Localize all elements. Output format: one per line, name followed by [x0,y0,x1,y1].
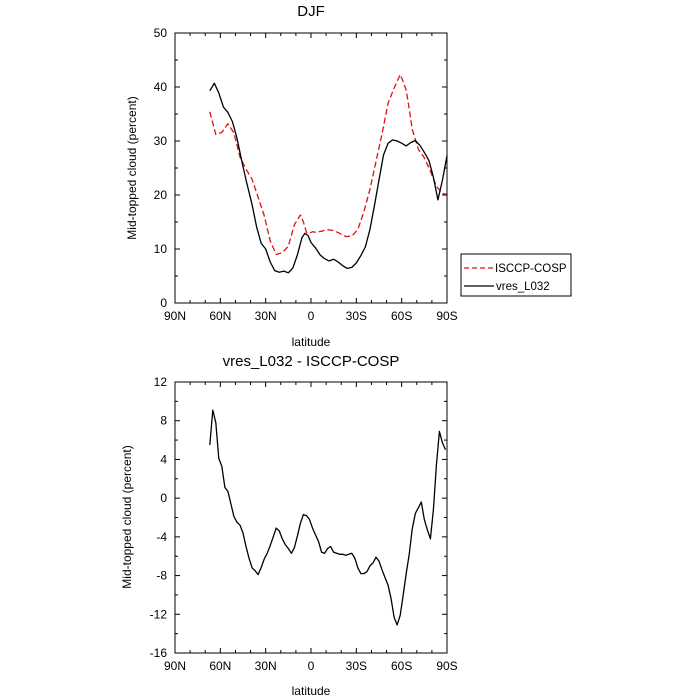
top-x-axis-label: latitude [292,335,331,349]
top-legend: ISCCP-COSP vres_L032 [460,253,572,297]
bottom-series-line-vres-l032-isccp-cosp [209,409,447,626]
top-axis-ticks: 90N 60N 30N 0 30S 60S 90S 0 10 20 30 40 50 [154,26,458,323]
top-x-tick-label: 60N [209,309,231,323]
top-x-tick-label: 30N [255,309,277,323]
top-y-tick-label: 30 [154,134,168,148]
bottom-x-tick-label: 0 [308,659,315,673]
bottom-x-tick-label: 30N [255,659,277,673]
bottom-y-tick-label: -4 [156,530,167,544]
legend-label-isccp-cosp: ISCCP-COSP [495,263,567,275]
legend-frame [460,253,572,297]
bottom-x-tick-label: 60S [391,659,412,673]
bottom-x-tick-label: 30S [346,659,367,673]
bottom-x-tick-label: 90S [436,659,457,673]
bottom-x-tick-label: 90N [164,659,186,673]
top-series-line-vres-l032 [209,82,448,274]
bottom-series-group [209,409,447,626]
bottom-chart-title: vres_L032 - ISCCP-COSP [223,353,400,370]
top-series-line-isccp-cosp [209,73,448,256]
top-y-tick-label: 50 [154,26,168,40]
bottom-y-tick-label: -12 [150,607,168,621]
top-y-axis-label: Mid-topped cloud (percent) [125,96,139,239]
top-y-tick-label: 0 [160,296,167,310]
bottom-y-tick-label: 4 [160,452,167,466]
bottom-axis-ticks: 90N 60N 30N 0 30S 60S 90S -16 -12 -8 -4 0 4 8 12 [150,375,458,673]
bottom-y-axis-label: Mid-topped cloud (percent) [120,445,134,588]
top-x-tick-label: 30S [346,309,367,323]
top-x-tick-label: 0 [308,309,315,323]
top-plot-frame [174,32,448,304]
bottom-y-tick-label: 12 [154,375,168,389]
bottom-y-tick-label: -16 [150,646,168,660]
bottom-y-tick-label: -8 [156,569,167,583]
top-y-tick-label: 20 [154,188,168,202]
top-chart-title: DJF [297,3,325,20]
top-panel: DJF 90N 60N 30N 0 30S 60S 90S 0 10 20 30 40 50 latit… [125,3,572,349]
bottom-x-tick-label: 60N [209,659,231,673]
top-x-tick-label: 60S [391,309,412,323]
top-y-tick-label: 40 [154,80,168,94]
top-series-group [209,73,448,274]
top-x-tick-label: 90S [436,309,457,323]
bottom-x-axis-label: latitude [292,684,331,698]
top-x-tick-label: 90N [164,309,186,323]
bottom-panel: vres_L032 - ISCCP-COSP 90N 60N 30N 0 30S 60S 9… [120,353,458,698]
bottom-y-tick-label: 0 [160,491,167,505]
legend-label-vres-l032: vres_L032 [496,281,550,293]
bottom-y-tick-label: 8 [160,414,167,428]
bottom-plot-frame [174,381,448,654]
top-y-tick-label: 10 [154,242,168,256]
